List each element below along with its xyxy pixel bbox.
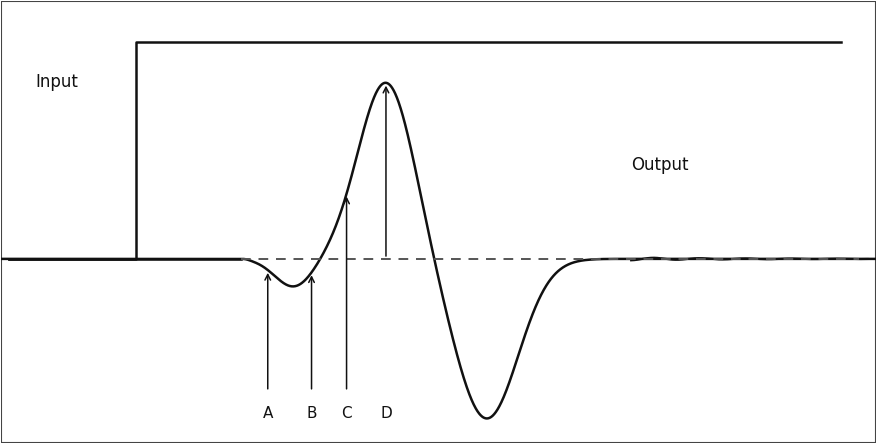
Text: Input: Input — [36, 73, 79, 91]
Text: B: B — [306, 406, 317, 421]
Text: Output: Output — [631, 156, 688, 174]
Text: C: C — [341, 406, 352, 421]
Text: A: A — [262, 406, 273, 421]
Text: D: D — [380, 406, 392, 421]
